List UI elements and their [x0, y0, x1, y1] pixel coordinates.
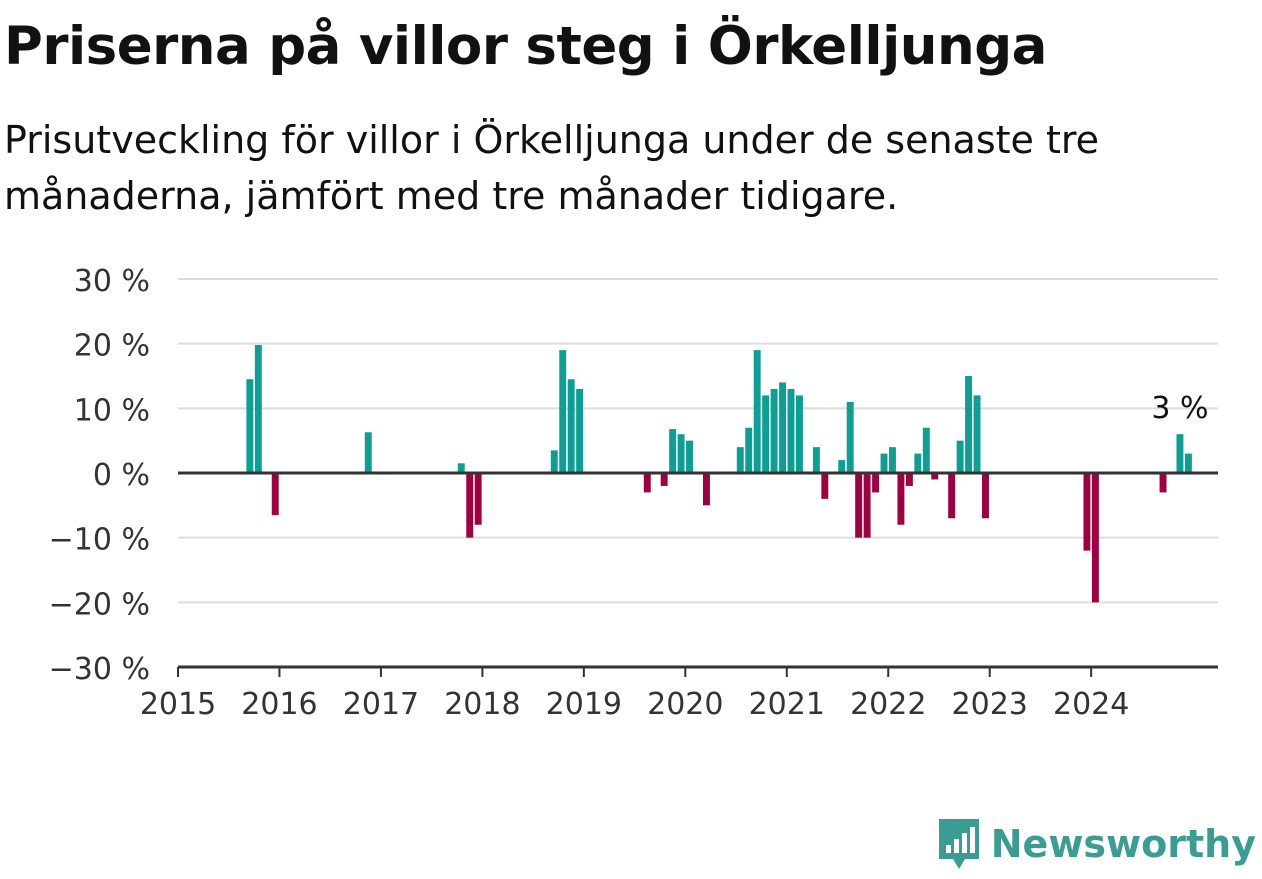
bar-positive — [922, 427, 930, 473]
brand-name: Newsworthy — [990, 822, 1256, 866]
bar-positive — [846, 401, 854, 473]
bar-positive — [364, 432, 372, 473]
y-axis-tick-labels: 30 % 20 % 10 % 0 % −10 % −20 % −30 % — [49, 264, 150, 687]
bar-negative — [1091, 473, 1099, 603]
bar-positive — [567, 379, 575, 473]
bar-positive — [576, 388, 584, 473]
bar-negative — [863, 473, 871, 538]
x-axis-tick-labels: 2015 2016 2017 2018 2019 2020 2021 2022 2023 2024 — [140, 667, 1129, 722]
bar-positive — [779, 382, 787, 473]
bar-positive — [787, 388, 795, 473]
bar-negative — [271, 473, 279, 516]
bar-negative — [1159, 473, 1167, 493]
bar-positive — [457, 463, 465, 473]
bar-positive — [736, 447, 744, 473]
bar-negative — [1083, 473, 1091, 551]
bar-negative — [702, 473, 710, 506]
bar-positive — [1184, 453, 1192, 473]
bar-negative — [474, 473, 482, 525]
x-tick-label: 2022 — [850, 687, 926, 722]
y-tick-label: −30 % — [49, 652, 150, 687]
grid-lines — [178, 278, 1218, 604]
bar-negative — [872, 473, 880, 493]
bar-positive — [770, 388, 778, 473]
chart-title: Priserna på villor steg i Örkelljunga — [4, 16, 1047, 77]
axes — [178, 471, 1218, 669]
bar-positive — [889, 447, 896, 473]
value-annotation: 3 % — [1151, 391, 1208, 426]
bar-positive — [795, 395, 803, 473]
bar-positive — [973, 395, 981, 473]
bar-negative — [905, 473, 913, 486]
bar-positive — [762, 395, 770, 473]
bar-negative — [466, 473, 474, 538]
bar-positive — [686, 440, 694, 473]
x-tick-label: 2018 — [444, 687, 520, 722]
bar-negative — [660, 473, 668, 486]
bar-negative — [855, 473, 863, 538]
bar-positive — [838, 460, 846, 473]
chart-subtitle: Prisutveckling för villor i Örkelljunga … — [4, 118, 1100, 218]
newsworthy-brand[interactable]: Newsworthy — [935, 815, 1256, 873]
y-tick-label: −10 % — [49, 523, 150, 558]
x-tick-label: 2024 — [1053, 687, 1129, 722]
bar-positive — [745, 427, 753, 473]
bar-positive — [956, 440, 964, 473]
bar-positive — [669, 429, 677, 473]
annotations: 3 % — [1151, 391, 1208, 426]
y-tick-label: 20 % — [74, 329, 150, 364]
x-tick-label: 2017 — [343, 687, 419, 722]
y-tick-label: 0 % — [93, 458, 150, 493]
y-tick-label: 10 % — [74, 393, 150, 428]
y-tick-label: −20 % — [49, 587, 150, 622]
bar-positive — [246, 379, 254, 473]
x-tick-label: 2016 — [241, 687, 317, 722]
bar-positive — [812, 447, 820, 473]
x-tick-label: 2015 — [140, 687, 216, 722]
bars — [246, 344, 1192, 603]
bar-negative — [821, 473, 829, 499]
bar-positive — [753, 350, 761, 473]
bar-positive — [559, 350, 567, 473]
bar-positive — [914, 453, 922, 473]
bar-negative — [982, 473, 989, 519]
bar-positive — [965, 376, 973, 473]
bar-negative — [948, 473, 956, 519]
bar-positive — [880, 453, 888, 473]
x-tick-label: 2021 — [749, 687, 825, 722]
bar-negative — [643, 473, 651, 493]
bar-positive — [677, 434, 685, 473]
x-tick-label: 2023 — [952, 687, 1028, 722]
bar-positive — [254, 344, 262, 473]
bar-negative — [931, 473, 939, 480]
x-tick-label: 2020 — [647, 687, 723, 722]
bar-negative — [897, 473, 905, 525]
bar-positive — [550, 450, 558, 473]
y-tick-label: 30 % — [74, 264, 150, 299]
newsworthy-logo-icon — [938, 819, 979, 869]
bar-positive — [1176, 434, 1184, 473]
x-tick-label: 2019 — [546, 687, 622, 722]
